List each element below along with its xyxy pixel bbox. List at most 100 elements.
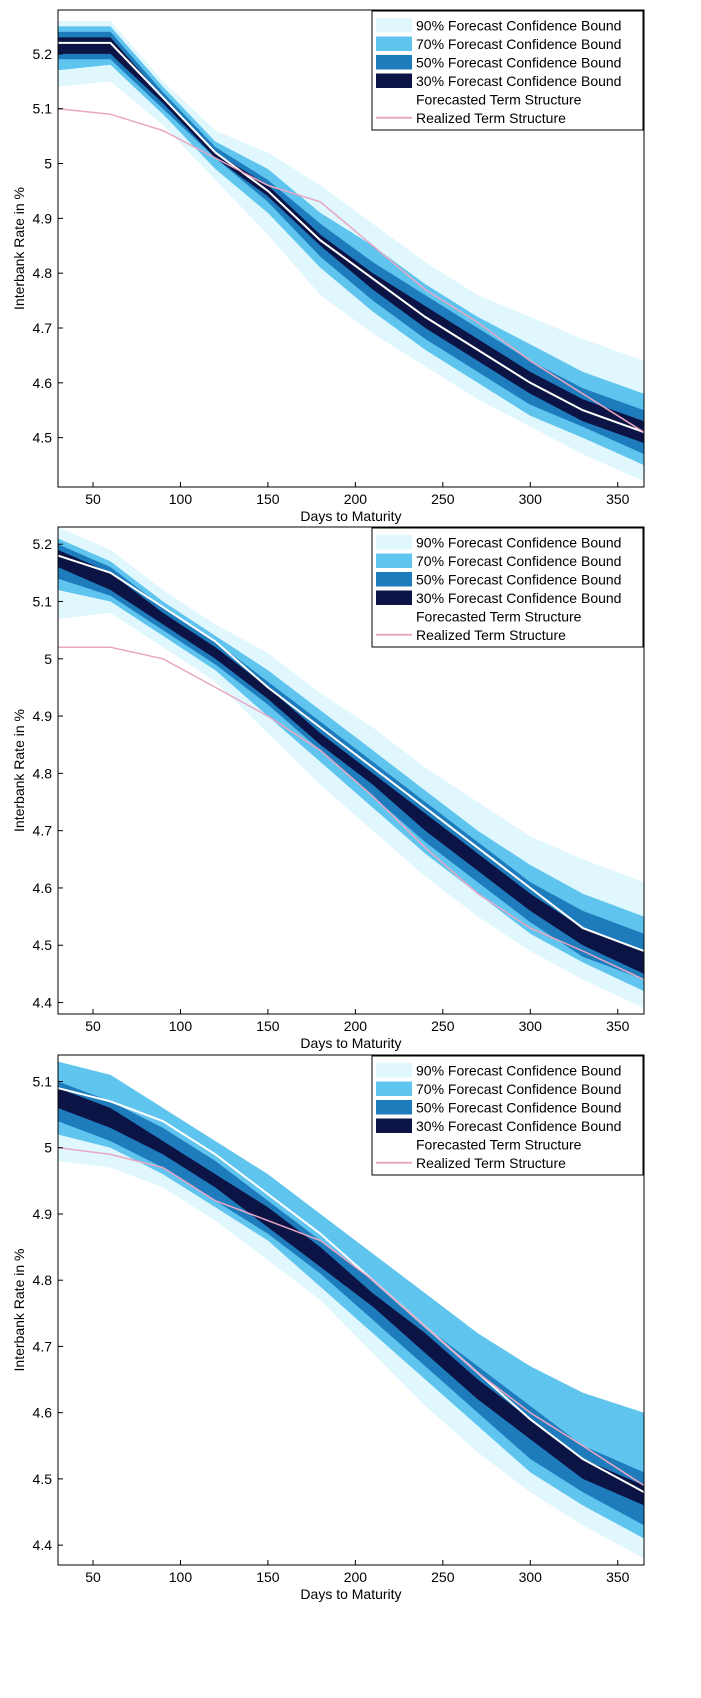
legend-label: Realized Term Structure bbox=[416, 1155, 566, 1171]
x-tick-label: 200 bbox=[344, 491, 368, 507]
legend-label: 90% Forecast Confidence Bound bbox=[416, 535, 621, 551]
legend-label: Forecasted Term Structure bbox=[416, 1137, 582, 1153]
band-50pct bbox=[58, 1081, 644, 1526]
legend-label: 50% Forecast Confidence Bound bbox=[416, 55, 621, 71]
y-tick-label: 4.8 bbox=[33, 265, 53, 281]
axes-frame bbox=[57, 9, 645, 488]
y-tick-label: 4.9 bbox=[33, 210, 53, 226]
x-tick-label: 300 bbox=[519, 1018, 543, 1034]
y-tick-label: 5 bbox=[44, 156, 52, 172]
axes-frame bbox=[57, 526, 645, 1015]
legend-label: 50% Forecast Confidence Bound bbox=[416, 1100, 621, 1116]
plot-area bbox=[58, 1061, 644, 1559]
forecast-line bbox=[58, 554, 644, 952]
y-tick-label: 5.1 bbox=[33, 101, 53, 117]
forecast-line bbox=[58, 41, 644, 434]
x-tick-label: 250 bbox=[431, 1569, 455, 1585]
x-tick-label: 150 bbox=[256, 491, 280, 507]
legend-swatch bbox=[376, 1100, 412, 1115]
legend-label: Forecasted Term Structure bbox=[416, 92, 582, 108]
y-tick-label: 4.6 bbox=[33, 375, 53, 391]
y-tick-label: 4.8 bbox=[33, 765, 53, 781]
plot-area bbox=[58, 527, 644, 1009]
realized-line bbox=[58, 646, 644, 981]
legend-swatch bbox=[376, 535, 412, 550]
axes-frame bbox=[57, 1054, 645, 1566]
x-axis-title: Days to Maturity bbox=[300, 1035, 401, 1051]
legend-swatch bbox=[376, 1118, 412, 1133]
legend-box bbox=[371, 1055, 644, 1176]
chart-3: 50 100 150 200 250 300 350 4.4 4.5 4.6 4.7 4.8 4.9 5 5… bbox=[11, 1054, 645, 1602]
legend-label: Realized Term Structure bbox=[416, 110, 566, 126]
x-tick-label: 250 bbox=[431, 491, 455, 507]
x-tick-label: 50 bbox=[85, 491, 101, 507]
y-tick-label: 4.9 bbox=[33, 708, 53, 724]
legend-swatch bbox=[376, 73, 412, 88]
legend-swatch bbox=[376, 553, 412, 568]
x-tick-label: 150 bbox=[256, 1018, 280, 1034]
y-tick-label: 5.2 bbox=[33, 536, 53, 552]
x-tick-label: 50 bbox=[85, 1569, 101, 1585]
x-tick-label: 300 bbox=[519, 491, 543, 507]
y-tick-label: 4.6 bbox=[33, 880, 53, 896]
legend-swatch bbox=[376, 590, 412, 605]
x-tick-label: 250 bbox=[431, 1018, 455, 1034]
y-tick-label: 4.8 bbox=[33, 1272, 53, 1288]
legend-swatch bbox=[376, 572, 412, 587]
x-tick-label: 300 bbox=[519, 1569, 543, 1585]
y-tick-label: 4.9 bbox=[33, 1206, 53, 1222]
x-tick-label: 100 bbox=[169, 1018, 193, 1034]
y-axis-title: Interbank Rate in % bbox=[11, 1249, 27, 1372]
chart-1: 50 100 150 200 250 300 350 4.5 4.6 4.7 4.8 4.9 5 5.1 5… bbox=[11, 9, 645, 524]
y-tick-label: 5 bbox=[44, 1140, 52, 1156]
y-tick-label: 4.5 bbox=[33, 1471, 53, 1487]
legend-label: 30% Forecast Confidence Bound bbox=[416, 73, 621, 89]
legend-label: 70% Forecast Confidence Bound bbox=[416, 36, 621, 52]
band-30pct bbox=[58, 1088, 644, 1506]
y-tick-label: 5.1 bbox=[33, 1073, 53, 1089]
x-tick-label: 350 bbox=[606, 1018, 630, 1034]
y-tick-label: 4.7 bbox=[33, 823, 53, 839]
legend-swatch bbox=[376, 1063, 412, 1078]
x-tick-label: 100 bbox=[169, 491, 193, 507]
y-tick-label: 4.5 bbox=[33, 430, 53, 446]
x-tick-label: 100 bbox=[169, 1569, 193, 1585]
legend-swatch bbox=[376, 18, 412, 33]
legend-label: 90% Forecast Confidence Bound bbox=[416, 1063, 621, 1079]
band-30pct bbox=[58, 37, 644, 444]
band-50pct bbox=[58, 31, 644, 455]
y-tick-label: 5.1 bbox=[33, 593, 53, 609]
y-tick-label: 5 bbox=[44, 651, 52, 667]
chart-2: 50 100 150 200 250 300 350 4.4 4.5 4.6 4.7 4.8 4.9 5 5… bbox=[11, 526, 645, 1051]
plot-area bbox=[58, 21, 644, 482]
legend-label: 30% Forecast Confidence Bound bbox=[416, 1118, 621, 1134]
x-tick-label: 50 bbox=[85, 1018, 101, 1034]
y-tick-label: 5.2 bbox=[33, 46, 53, 62]
legend-label: 50% Forecast Confidence Bound bbox=[416, 572, 621, 588]
x-axis-title: Days to Maturity bbox=[300, 1586, 401, 1602]
x-tick-label: 350 bbox=[606, 491, 630, 507]
legend-swatch bbox=[376, 36, 412, 51]
x-axis-title: Days to Maturity bbox=[300, 508, 401, 524]
y-tick-label: 4.6 bbox=[33, 1405, 53, 1421]
legend-label: 90% Forecast Confidence Bound bbox=[416, 18, 621, 34]
realized-line bbox=[58, 1146, 644, 1487]
y-tick-label: 4.4 bbox=[33, 1537, 53, 1553]
legend-label: 70% Forecast Confidence Bound bbox=[416, 553, 621, 569]
y-tick-label: 4.7 bbox=[33, 320, 53, 336]
legend-label: 70% Forecast Confidence Bound bbox=[416, 1081, 621, 1097]
forecast-line bbox=[58, 1087, 644, 1493]
legend-label: Realized Term Structure bbox=[416, 627, 566, 643]
y-tick-label: 4.4 bbox=[33, 995, 53, 1011]
y-axis-title: Interbank Rate in % bbox=[11, 187, 27, 310]
legend-box bbox=[371, 527, 644, 648]
x-tick-label: 150 bbox=[256, 1569, 280, 1585]
y-tick-label: 4.5 bbox=[33, 937, 53, 953]
y-axis-title: Interbank Rate in % bbox=[11, 709, 27, 832]
x-tick-label: 200 bbox=[344, 1018, 368, 1034]
band-30pct bbox=[58, 549, 644, 974]
legend-swatch bbox=[376, 55, 412, 70]
y-tick-label: 4.7 bbox=[33, 1338, 53, 1354]
realized-line bbox=[58, 107, 644, 433]
